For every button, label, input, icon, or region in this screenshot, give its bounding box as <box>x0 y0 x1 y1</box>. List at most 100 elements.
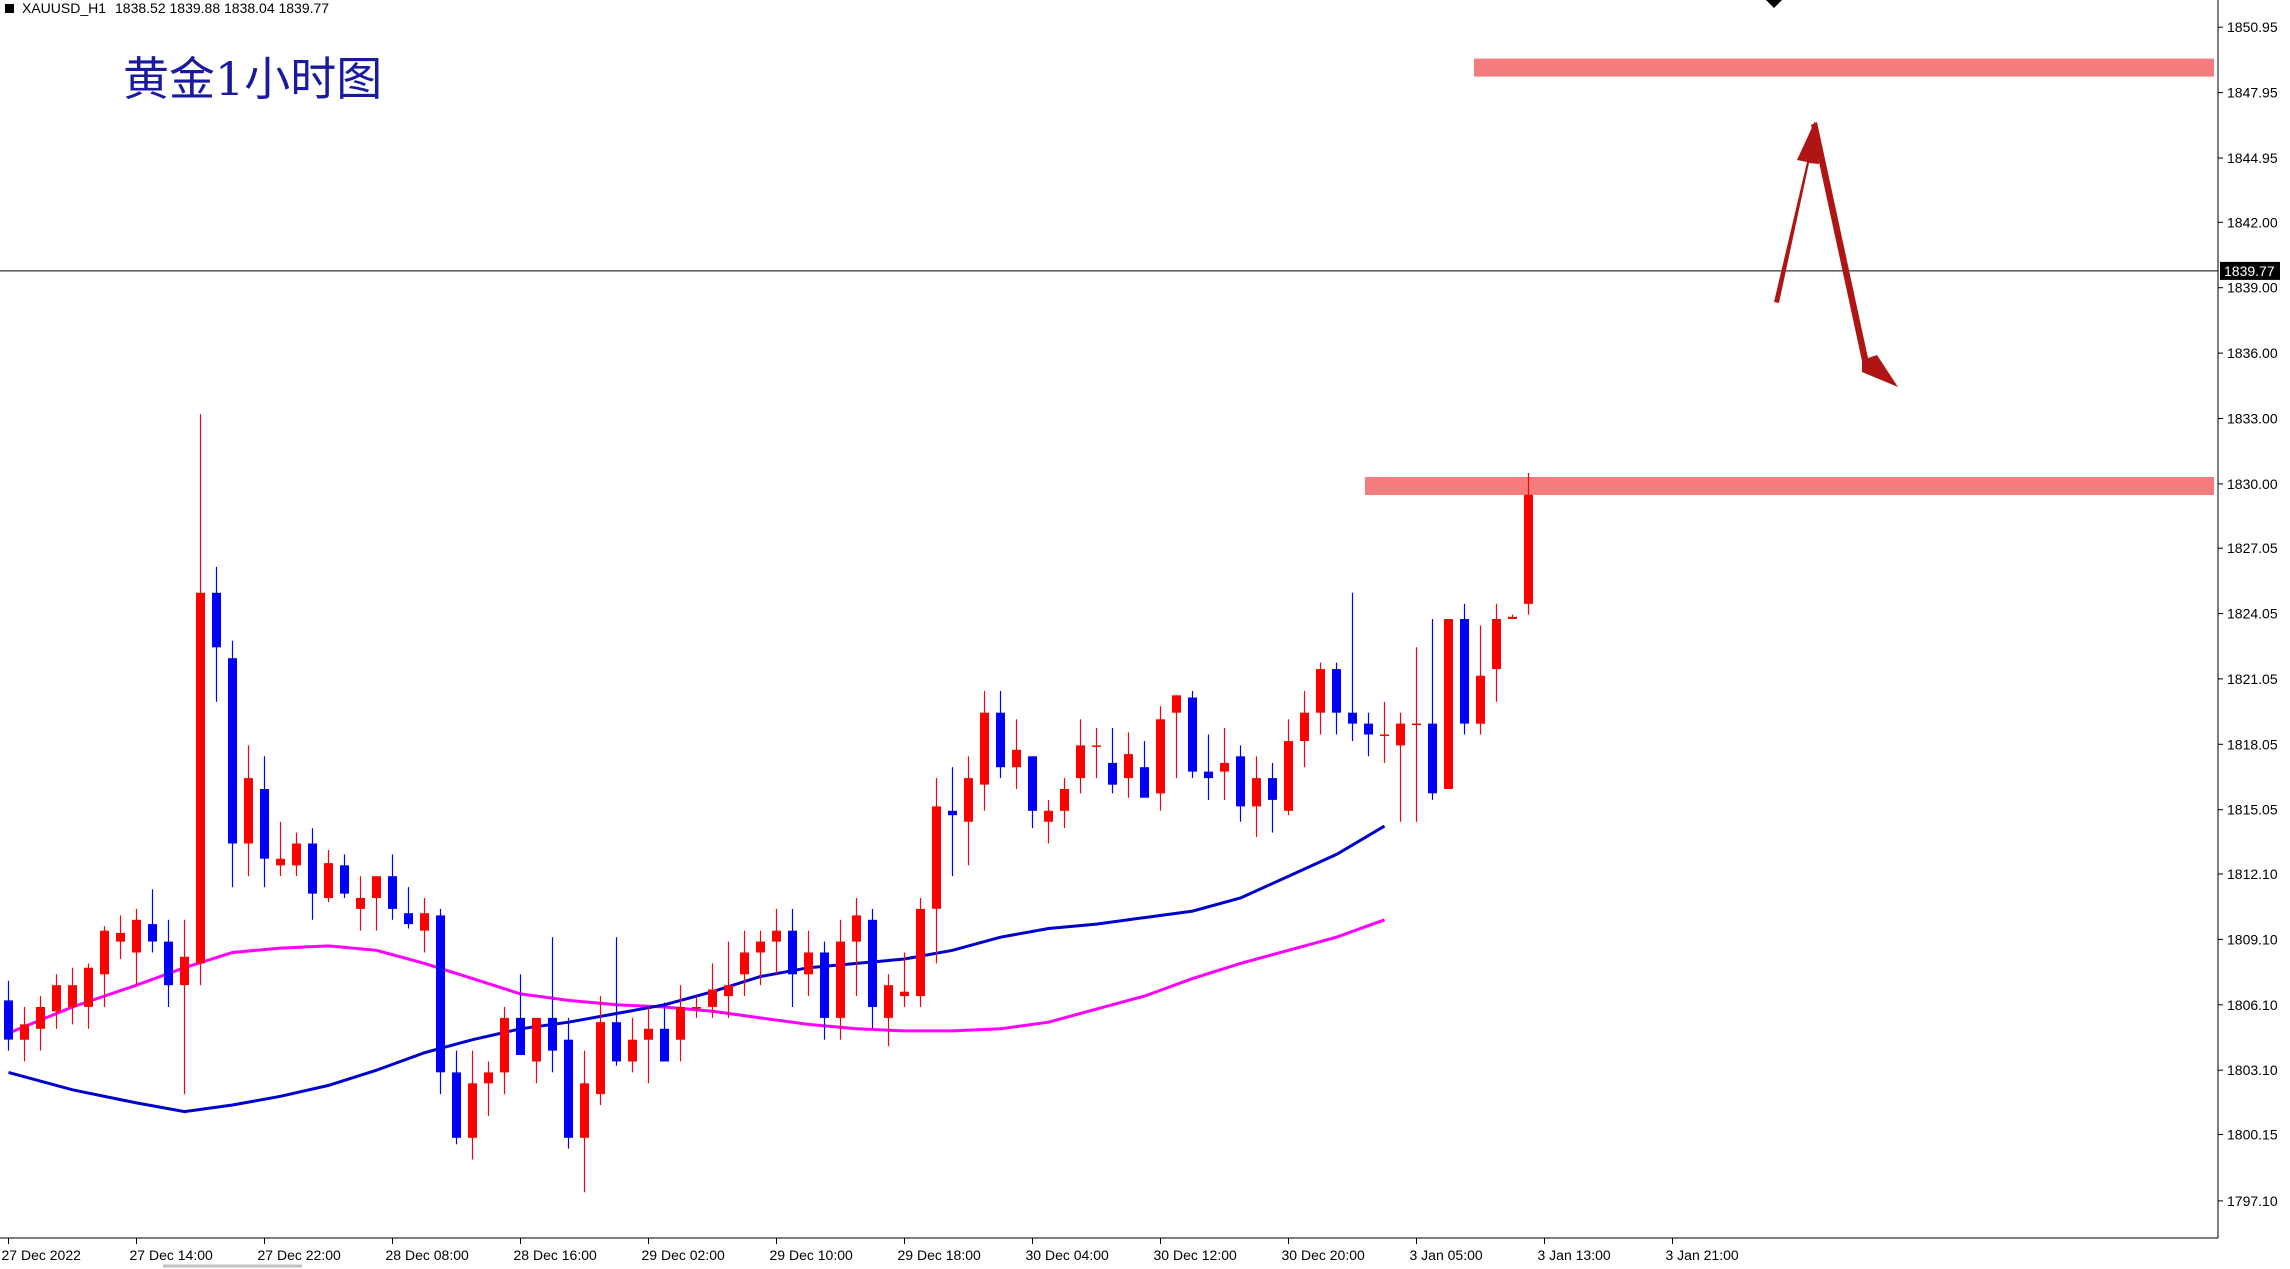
candle-body <box>1092 745 1101 747</box>
y-tick-label: 1824.05 <box>2227 606 2278 622</box>
candle-body <box>340 865 349 894</box>
candle <box>1252 756 1261 837</box>
y-tick-label: 1827.05 <box>2227 540 2278 556</box>
candle <box>660 1002 669 1062</box>
y-tick-label: 1821.05 <box>2227 671 2278 687</box>
candle-body <box>180 956 189 986</box>
candle <box>1076 719 1085 794</box>
candle <box>84 963 93 1029</box>
candle <box>836 919 845 1040</box>
candle-body <box>1236 756 1245 807</box>
y-tick-label: 1842.00 <box>2227 214 2278 230</box>
y-tick-label: 1839.00 <box>2227 280 2278 296</box>
candle-body <box>52 985 61 1012</box>
candle <box>1028 756 1037 829</box>
candle-body <box>116 932 125 942</box>
candle-body <box>1316 669 1325 713</box>
candle-body <box>500 1017 509 1073</box>
zones-layer <box>1365 58 2214 495</box>
candle <box>500 1007 509 1095</box>
candle-body <box>1524 494 1533 604</box>
candle-body <box>372 876 381 898</box>
x-tick-label: 30 Dec 12:00 <box>1154 1247 1237 1263</box>
candle-body <box>1044 810 1053 822</box>
x-tick-label: 3 Jan 21:00 <box>1666 1247 1739 1263</box>
candle-body <box>484 1072 493 1084</box>
candle <box>52 974 61 1029</box>
candle <box>148 889 157 953</box>
candle-body <box>1204 771 1213 779</box>
candle <box>708 963 717 1018</box>
candle <box>724 941 733 1018</box>
current-price-tag <box>2220 261 2280 280</box>
candle <box>1284 719 1293 816</box>
candle <box>340 854 349 898</box>
candles-layer <box>4 414 1533 1193</box>
x-tick-label: 27 Dec 22:00 <box>258 1247 341 1263</box>
candle-body <box>100 930 109 975</box>
arrow-up-icon <box>1774 121 1819 303</box>
candle <box>548 937 557 1073</box>
symbol-label: XAUUSD_H1 <box>22 0 106 16</box>
candle <box>692 996 701 1018</box>
candle <box>1236 745 1245 822</box>
y-tick-label: 1803.10 <box>2227 1062 2278 1078</box>
candle-body <box>228 658 237 844</box>
candle-body <box>68 985 77 1007</box>
candle-body <box>564 1039 573 1138</box>
candle-body <box>532 1017 541 1062</box>
candle <box>1380 701 1389 763</box>
candle-body <box>308 843 317 894</box>
candle <box>932 778 941 964</box>
candle-body <box>1012 749 1021 768</box>
candle-body <box>4 1000 13 1040</box>
candle-body <box>1348 712 1357 724</box>
candle <box>948 767 957 877</box>
candle-body <box>516 1017 525 1055</box>
candle <box>996 690 1005 779</box>
y-tick-label: 1830.00 <box>2227 476 2278 492</box>
candle <box>1060 778 1069 829</box>
candle-body <box>1108 762 1117 785</box>
y-tick-label: 1833.00 <box>2227 411 2278 427</box>
candle <box>1220 728 1229 800</box>
candle-body <box>996 712 1005 768</box>
x-tick-label: 28 Dec 16:00 <box>514 1247 597 1263</box>
zone-resistance <box>1474 58 2214 77</box>
candle-body <box>20 1024 29 1040</box>
candle <box>1444 619 1453 789</box>
candle-body <box>1508 616 1517 619</box>
candle-body <box>1364 723 1373 735</box>
candle <box>436 908 445 1095</box>
y-tick-label: 1806.10 <box>2227 997 2278 1013</box>
candle <box>196 414 205 986</box>
candle <box>1300 690 1309 768</box>
candle <box>580 1050 589 1193</box>
candle-body <box>436 915 445 1073</box>
candle-body <box>548 1017 557 1051</box>
candle <box>1332 662 1341 735</box>
candle <box>788 908 797 1007</box>
candle <box>484 1061 493 1116</box>
header-menu-icon[interactable] <box>5 4 14 13</box>
y-tick-label: 1809.10 <box>2227 931 2278 947</box>
candle <box>980 690 989 811</box>
candle-body <box>644 1028 653 1040</box>
ma-fast-line <box>8 824 1386 1114</box>
y-tick-label: 1800.15 <box>2227 1127 2278 1143</box>
x-tick-label: 3 Jan 05:00 <box>1410 1247 1483 1263</box>
y-tick-label: 1836.00 <box>2227 345 2278 361</box>
candle <box>1412 647 1421 822</box>
candle <box>820 941 829 1040</box>
candle-body <box>164 941 173 986</box>
candle-body <box>356 898 365 909</box>
chart-shift-icon[interactable] <box>1766 0 1782 8</box>
candle-body <box>916 908 925 997</box>
candle-body <box>1172 695 1181 713</box>
candle <box>1348 592 1357 742</box>
candle-body <box>292 843 301 866</box>
candle <box>1492 603 1501 702</box>
ohlc-readout: 1838.52 1839.88 1838.04 1839.77 <box>115 0 329 16</box>
y-tick-label: 1844.95 <box>2227 150 2278 166</box>
candle <box>4 980 13 1051</box>
